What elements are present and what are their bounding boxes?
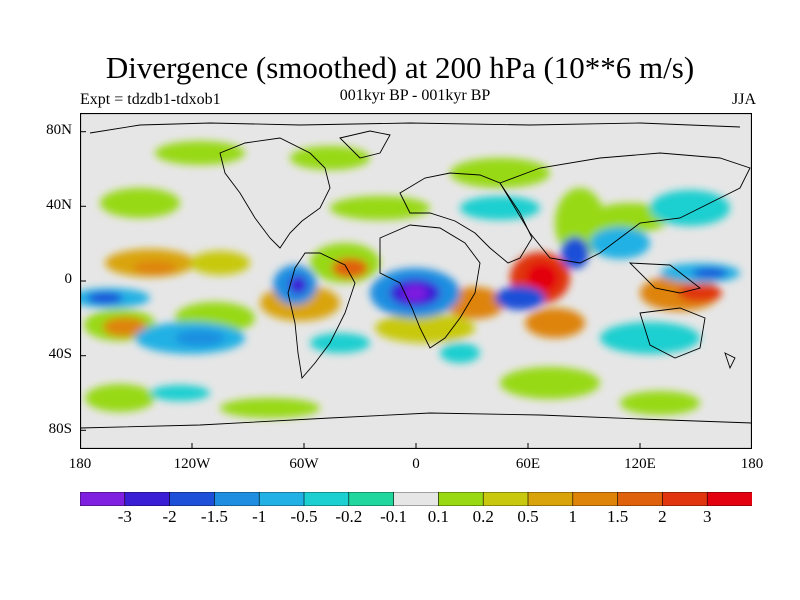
colorbar-swatch <box>438 492 484 506</box>
period-label: 001kyr BP - 001kyr BP <box>339 87 491 104</box>
x-tick-180w: 180 <box>68 456 92 472</box>
colorbar-swatch <box>706 492 752 506</box>
colorbar-label: -0.5 <box>290 507 318 526</box>
colorbar-swatch <box>393 492 440 506</box>
colorbar-swatch <box>258 492 305 506</box>
colorbar-label: 0.2 <box>472 507 494 526</box>
colorbar-swatch <box>348 492 395 506</box>
x-tick-0: 0 <box>412 456 420 472</box>
colorbar-swatch <box>124 492 171 506</box>
map-title: Divergence (smoothed) at 200 hPa (10**6 … <box>105 50 695 85</box>
experiment-label: Expt = tdzdb1-tdxob1 <box>80 91 221 108</box>
colorbar-swatch <box>214 492 260 506</box>
colorbar-swatch <box>169 492 215 506</box>
map-tick-marks <box>80 131 641 449</box>
x-tick-60e: 60E <box>515 456 541 472</box>
colorbar-swatch <box>617 492 663 506</box>
x-tick-120e: 120E <box>624 456 656 472</box>
y-tick-0: 0 <box>64 271 73 287</box>
colorbar <box>80 492 752 506</box>
season-label: JJA <box>731 91 756 108</box>
divergence-map <box>80 113 752 449</box>
colorbar-swatch <box>80 492 126 506</box>
colorbar-label: 2 <box>658 507 667 526</box>
y-tick-80s: 80S <box>48 421 72 437</box>
x-tick-180e: 180 <box>740 456 764 472</box>
colorbar-label: 1.5 <box>606 507 629 526</box>
colorbar-label: 1 <box>568 507 578 526</box>
colorbar-label: -1.5 <box>200 507 228 526</box>
y-tick-40s: 40S <box>48 346 72 362</box>
x-tick-60w: 60W <box>289 456 319 472</box>
y-tick-40n: 40N <box>46 197 72 213</box>
x-tick-120w: 120W <box>173 456 211 472</box>
colorbar-swatch <box>662 492 708 506</box>
colorbar-label: -0.2 <box>335 507 363 526</box>
colorbar-label: -0.1 <box>380 507 408 526</box>
colorbar-swatch <box>572 492 619 506</box>
colorbar-label: 3 <box>702 507 712 526</box>
colorbar-label: -3 <box>117 507 132 526</box>
colorbar-swatch <box>527 492 574 506</box>
y-tick-80n: 80N <box>46 122 72 138</box>
colorbar-label: -2 <box>162 507 177 526</box>
colorbar-swatch <box>482 492 529 506</box>
colorbar-swatch <box>303 492 350 506</box>
coastlines <box>80 122 752 429</box>
colorbar-label: -1 <box>252 507 267 526</box>
colorbar-label: 0.1 <box>427 507 450 526</box>
divergence-field <box>80 141 740 418</box>
colorbar-label: 0.5 <box>517 507 539 526</box>
